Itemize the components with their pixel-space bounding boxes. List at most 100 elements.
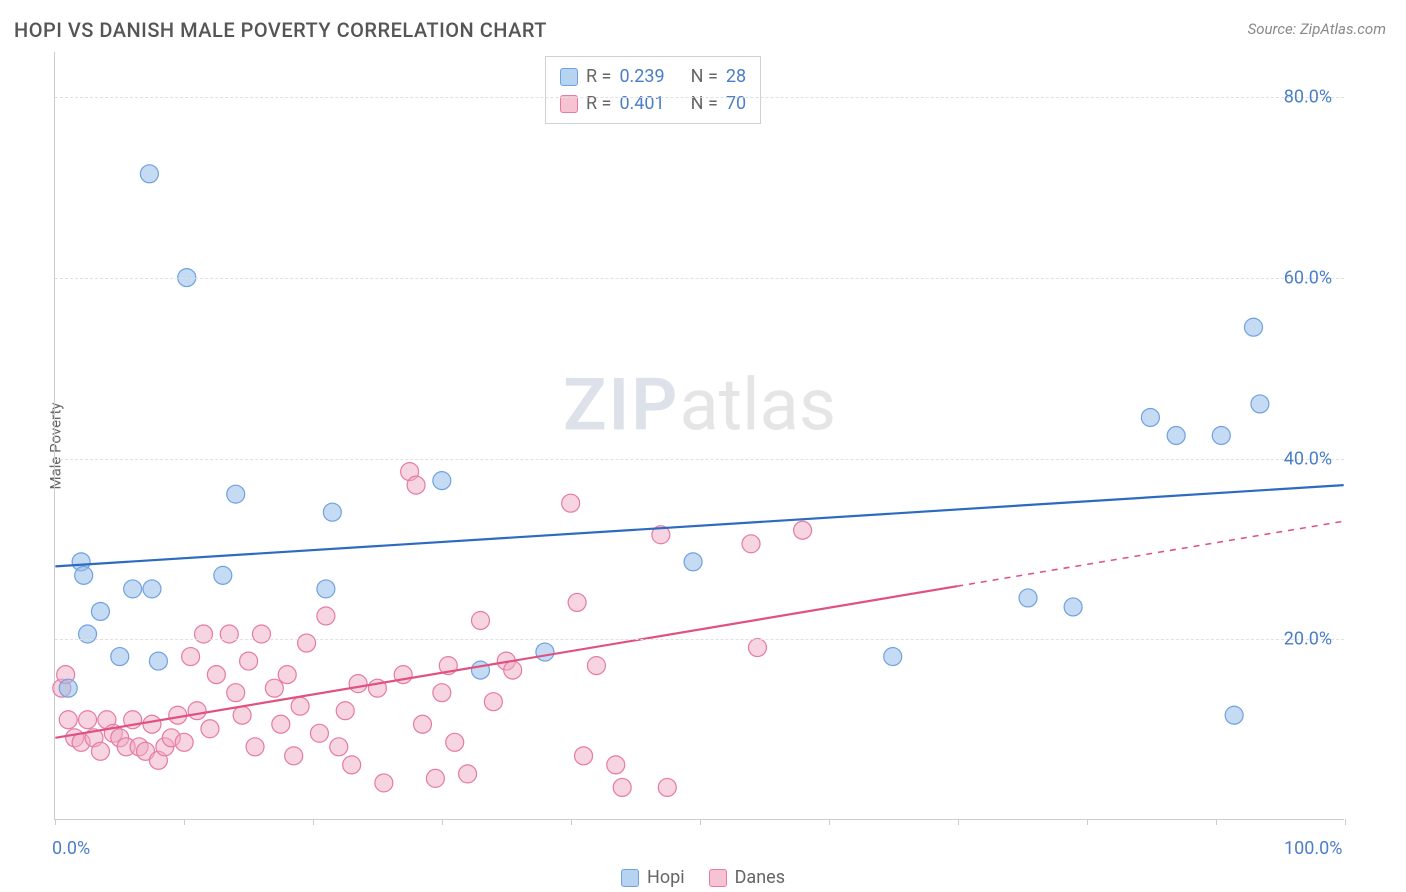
data-point	[79, 711, 97, 729]
data-point	[175, 733, 193, 751]
plot-area: ZIPatlas R =0.239N =28R =0.401N =70 20.0…	[54, 52, 1344, 820]
data-point	[227, 485, 245, 503]
data-point	[536, 643, 554, 661]
data-point	[298, 634, 316, 652]
data-point	[446, 733, 464, 751]
data-point	[794, 521, 812, 539]
data-point	[252, 625, 270, 643]
data-point	[317, 580, 335, 598]
stat-val-n: 28	[726, 63, 746, 90]
data-point	[575, 747, 593, 765]
data-point	[91, 742, 109, 760]
x-tick	[958, 819, 959, 825]
data-point	[201, 720, 219, 738]
data-point	[562, 494, 580, 512]
data-point	[124, 580, 142, 598]
data-point	[140, 165, 158, 183]
data-point	[111, 648, 129, 666]
data-point	[568, 593, 586, 611]
data-point	[1225, 706, 1243, 724]
data-point	[884, 648, 902, 666]
data-point	[291, 697, 309, 715]
x-tick	[442, 819, 443, 825]
data-point	[375, 774, 393, 792]
y-tick-label: 40.0%	[1284, 448, 1332, 469]
data-point	[285, 747, 303, 765]
data-point	[471, 611, 489, 629]
data-point	[227, 684, 245, 702]
stat-key-n: N =	[691, 90, 718, 117]
data-point	[1212, 427, 1230, 445]
data-point	[658, 778, 676, 796]
data-point	[323, 503, 341, 521]
data-point	[265, 679, 283, 697]
data-point	[79, 625, 97, 643]
x-tick	[829, 819, 830, 825]
stat-val-n: 70	[726, 90, 746, 117]
data-point	[471, 661, 489, 679]
data-point	[195, 625, 213, 643]
y-tick-label: 60.0%	[1284, 267, 1332, 288]
data-point	[684, 553, 702, 571]
data-point	[1019, 589, 1037, 607]
data-point	[414, 715, 432, 733]
y-tick-label: 80.0%	[1284, 87, 1332, 108]
series-legend-label: Danes	[735, 867, 785, 888]
data-point	[310, 724, 328, 742]
data-point	[149, 652, 167, 670]
data-point	[330, 738, 348, 756]
x-tick	[700, 819, 701, 825]
x-tick-label-right: 100.0%	[1284, 838, 1342, 859]
stat-val-r: 0.401	[619, 90, 664, 117]
x-tick-label-left: 0.0%	[52, 838, 90, 859]
stat-legend-row: R = 0.401 N = 70	[560, 90, 746, 117]
data-point	[317, 607, 335, 625]
stat-legend: R = 0.239 N = 28 R = 0.401 N = 70	[545, 56, 761, 124]
stat-val-r: 0.239	[619, 63, 664, 90]
data-point	[220, 625, 238, 643]
data-point	[182, 648, 200, 666]
series-legend: HopiDanes	[621, 867, 785, 888]
data-point	[587, 657, 605, 675]
x-tick	[313, 819, 314, 825]
plot-svg	[55, 52, 1344, 819]
data-point	[433, 684, 451, 702]
stat-key-r: R =	[586, 90, 611, 117]
x-tick	[1345, 819, 1346, 825]
data-point	[272, 715, 290, 733]
data-point	[433, 472, 451, 490]
data-point	[59, 711, 77, 729]
data-point	[1244, 318, 1262, 336]
data-point	[1064, 598, 1082, 616]
data-point	[188, 702, 206, 720]
gridline-h	[55, 459, 1344, 460]
data-point	[214, 566, 232, 584]
data-point	[607, 756, 625, 774]
data-point	[143, 715, 161, 733]
legend-swatch	[709, 869, 727, 887]
data-point	[233, 706, 251, 724]
data-point	[742, 535, 760, 553]
data-point	[748, 639, 766, 657]
y-tick-label: 20.0%	[1284, 629, 1332, 650]
legend-swatch	[621, 869, 639, 887]
stat-key-r: R =	[586, 63, 611, 90]
data-point	[426, 769, 444, 787]
data-point	[343, 756, 361, 774]
data-point	[240, 652, 258, 670]
data-point	[407, 476, 425, 494]
legend-swatch	[560, 68, 578, 86]
stat-legend-row: R = 0.239 N = 28	[560, 63, 746, 90]
data-point	[1167, 427, 1185, 445]
data-point	[484, 693, 502, 711]
data-point	[207, 666, 225, 684]
data-point	[143, 580, 161, 598]
stat-key-n: N =	[691, 63, 718, 90]
x-tick	[55, 819, 56, 825]
data-point	[459, 765, 477, 783]
x-tick	[1216, 819, 1217, 825]
chart-container: HOPI VS DANISH MALE POVERTY CORRELATION …	[0, 0, 1406, 892]
trend-line-dashed	[957, 521, 1343, 586]
data-point	[91, 602, 109, 620]
data-point	[278, 666, 296, 684]
